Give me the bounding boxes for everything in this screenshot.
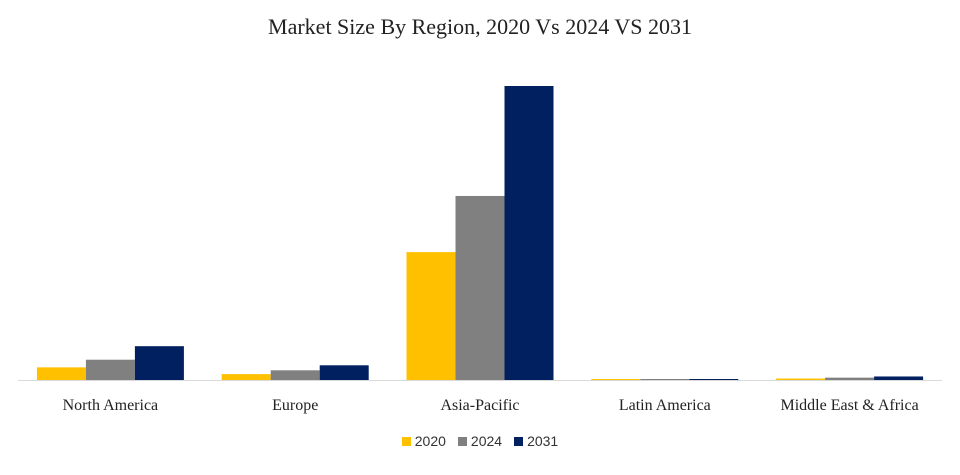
bar-2024-europe xyxy=(270,370,320,380)
category-label: North America xyxy=(63,397,159,414)
legend-swatch xyxy=(457,436,467,446)
bar-2020-latin-america xyxy=(591,379,641,380)
bar-2024-middle-east-africa xyxy=(825,377,875,380)
bar-2031-middle-east-africa xyxy=(874,376,924,380)
bar-2031-asia-pacific xyxy=(504,86,554,380)
legend-item-2020: 2020 xyxy=(401,433,446,449)
bar-2024-asia-pacific xyxy=(455,195,505,380)
legend-swatch xyxy=(514,436,524,446)
category-label: Latin America xyxy=(619,397,711,414)
category-label: Europe xyxy=(272,397,318,414)
bar-2031-north-america xyxy=(134,346,184,380)
bar-2024-north-america xyxy=(85,359,135,380)
bar-2031-latin-america xyxy=(689,379,739,380)
legend-label: 2031 xyxy=(527,433,559,449)
bar-2020-north-america xyxy=(36,367,86,380)
bar-2020-middle-east-africa xyxy=(776,378,826,380)
bars-group xyxy=(36,86,924,380)
legend-label: 2024 xyxy=(470,433,503,449)
bar-2024-latin-america xyxy=(640,379,690,380)
chart-title: Market Size By Region, 2020 Vs 2024 VS 2… xyxy=(268,14,692,39)
bar-2020-asia-pacific xyxy=(406,252,456,380)
bar-2020-europe xyxy=(221,374,271,380)
legend-item-2031: 2031 xyxy=(514,433,558,449)
category-labels-group: North America Europe Asia-Pacific Latin Ame… xyxy=(63,397,919,414)
legend: 2020 2024 2031 xyxy=(0,433,960,449)
legend-label: 2020 xyxy=(414,433,446,449)
legend-swatch xyxy=(401,436,411,446)
category-label: Asia-Pacific xyxy=(440,397,519,414)
bar-2031-europe xyxy=(319,365,369,380)
category-label: Middle East & Africa xyxy=(781,397,919,414)
legend-item-2024: 2024 xyxy=(457,433,503,449)
